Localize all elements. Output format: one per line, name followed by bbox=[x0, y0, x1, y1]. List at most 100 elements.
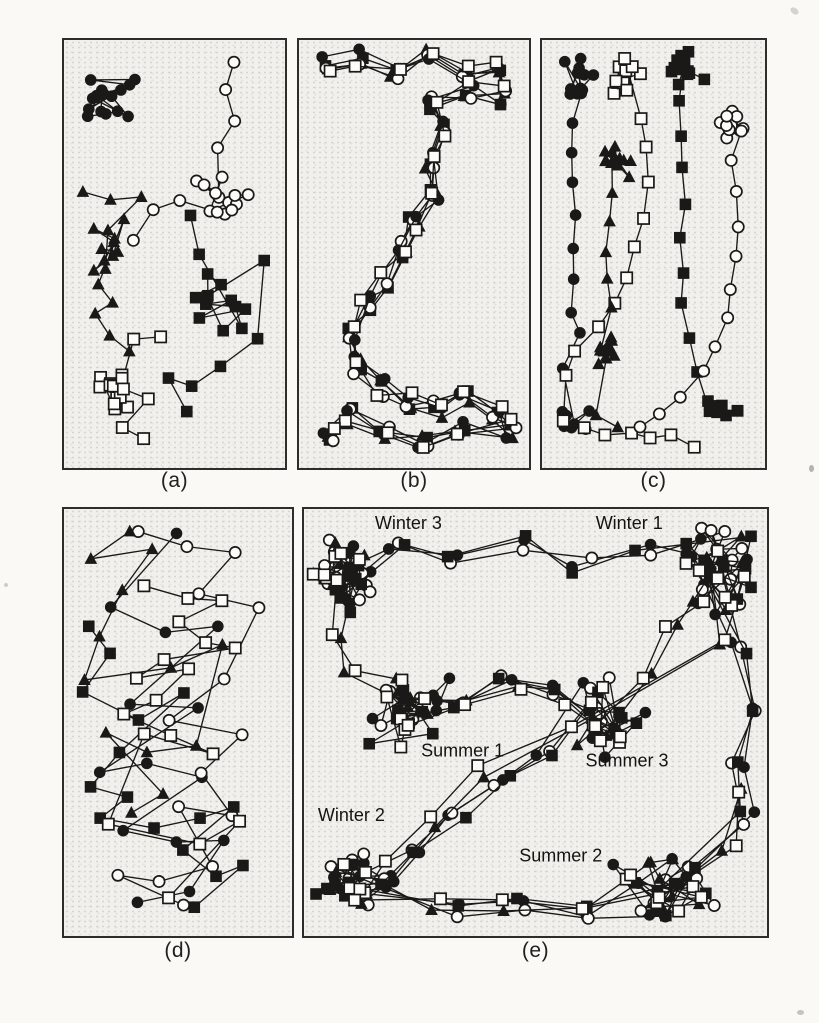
trajectory-line bbox=[99, 762, 147, 773]
filled-circle-marker bbox=[571, 67, 584, 79]
filled-square-marker bbox=[177, 844, 189, 856]
trajectory-line bbox=[123, 713, 172, 737]
filled-square-marker bbox=[239, 303, 252, 315]
filled-square-marker bbox=[193, 248, 205, 261]
open-circle-marker bbox=[357, 847, 371, 861]
open-square-marker bbox=[718, 590, 732, 604]
filled-square-marker bbox=[511, 892, 523, 905]
open-square-marker bbox=[457, 385, 470, 399]
trajectory-line bbox=[591, 554, 651, 559]
open-square-marker bbox=[349, 355, 363, 369]
filled-square-marker bbox=[181, 405, 193, 418]
filled-circle-marker bbox=[364, 290, 377, 302]
open-square-marker bbox=[618, 52, 632, 65]
filled-triangle-marker bbox=[622, 170, 636, 183]
open-square-marker bbox=[325, 628, 339, 642]
filled-square-marker bbox=[668, 61, 681, 74]
open-circle-marker bbox=[729, 249, 743, 263]
trajectory-line bbox=[450, 549, 524, 564]
panel-a-plot bbox=[76, 55, 270, 446]
open-circle-marker bbox=[708, 340, 722, 354]
open-square-marker bbox=[418, 692, 432, 706]
filled-triangle-marker bbox=[653, 871, 666, 884]
open-square-marker bbox=[471, 759, 485, 773]
filled-square-marker bbox=[717, 561, 730, 573]
filled-triangle-marker bbox=[98, 253, 111, 266]
trajectory-line bbox=[397, 216, 417, 251]
open-circle-marker bbox=[228, 114, 242, 128]
filled-square-marker bbox=[679, 198, 692, 211]
open-square-marker bbox=[394, 740, 408, 754]
open-circle-marker bbox=[734, 124, 748, 138]
open-square-marker bbox=[639, 140, 653, 154]
open-circle-marker bbox=[162, 713, 176, 727]
open-square-marker bbox=[637, 211, 651, 225]
trajectory-line bbox=[679, 237, 685, 274]
filled-square-marker bbox=[720, 409, 732, 422]
filled-square-marker bbox=[188, 901, 201, 914]
filled-square-marker bbox=[185, 380, 198, 392]
filled-circle-marker bbox=[159, 626, 172, 639]
filled-circle-marker bbox=[218, 834, 230, 847]
filled-square-marker bbox=[178, 687, 190, 699]
filled-triangle-marker bbox=[99, 725, 113, 738]
scan-artifact bbox=[809, 465, 814, 472]
filled-square-marker bbox=[583, 704, 596, 717]
open-circle-marker bbox=[718, 525, 732, 538]
open-square-marker bbox=[334, 546, 348, 560]
scan-artifact bbox=[789, 5, 800, 17]
filled-square-marker bbox=[689, 861, 701, 874]
trajectory-line bbox=[594, 677, 644, 727]
filled-square-marker bbox=[227, 801, 240, 813]
open-circle-marker bbox=[228, 188, 242, 202]
open-square-marker bbox=[633, 67, 647, 81]
filled-triangle-marker bbox=[87, 221, 101, 234]
trajectory-line bbox=[586, 861, 652, 909]
open-circle-marker bbox=[707, 899, 721, 912]
panel-c-caption: (c) bbox=[640, 469, 667, 492]
open-square-marker bbox=[438, 129, 452, 143]
filled-square-marker bbox=[215, 278, 227, 291]
filled-square-marker bbox=[236, 322, 248, 335]
open-circle-marker bbox=[634, 904, 648, 918]
trajectory-line bbox=[361, 542, 399, 574]
trajectory-line bbox=[170, 734, 214, 755]
filled-square-marker bbox=[682, 45, 695, 58]
trajectory-line bbox=[571, 549, 636, 574]
panel-e-caption: (e) bbox=[521, 939, 550, 962]
filled-circle-marker bbox=[574, 327, 586, 339]
panel-b-caption: (b) bbox=[400, 469, 428, 492]
filled-square-marker bbox=[202, 289, 214, 302]
filled-circle-marker bbox=[122, 110, 134, 123]
filled-circle-marker bbox=[316, 51, 328, 63]
trajectory-line bbox=[464, 688, 522, 706]
filled-circle-marker bbox=[82, 103, 95, 115]
trajectory-line bbox=[136, 668, 189, 679]
trajectory-line bbox=[350, 408, 390, 428]
filled-circle-marker bbox=[366, 712, 379, 725]
panel-c-plot bbox=[556, 45, 750, 454]
filled-triangle-marker bbox=[599, 154, 612, 167]
filled-square-marker bbox=[519, 530, 532, 542]
filled-triangle-marker bbox=[106, 249, 120, 261]
open-square-marker bbox=[182, 662, 196, 676]
open-square-marker bbox=[101, 817, 115, 831]
open-square-marker bbox=[409, 223, 423, 237]
panel-a-caption: (a) bbox=[160, 469, 189, 492]
filled-triangle-marker bbox=[686, 594, 700, 607]
filled-square-marker bbox=[113, 746, 126, 759]
open-circle-marker bbox=[729, 184, 743, 198]
open-circle-marker bbox=[380, 277, 394, 291]
filled-square-marker bbox=[334, 592, 347, 604]
open-square-marker bbox=[157, 653, 171, 667]
trajectory-line bbox=[345, 420, 389, 434]
filled-triangle-marker bbox=[599, 245, 613, 258]
filled-circle-marker bbox=[639, 706, 652, 719]
filled-triangle-marker bbox=[603, 214, 616, 227]
open-square-marker bbox=[337, 857, 351, 871]
open-circle-marker bbox=[192, 587, 206, 601]
open-square-marker bbox=[215, 594, 229, 608]
open-square-marker bbox=[732, 785, 746, 799]
open-square-marker bbox=[461, 59, 475, 73]
trajectory-line bbox=[431, 909, 504, 912]
